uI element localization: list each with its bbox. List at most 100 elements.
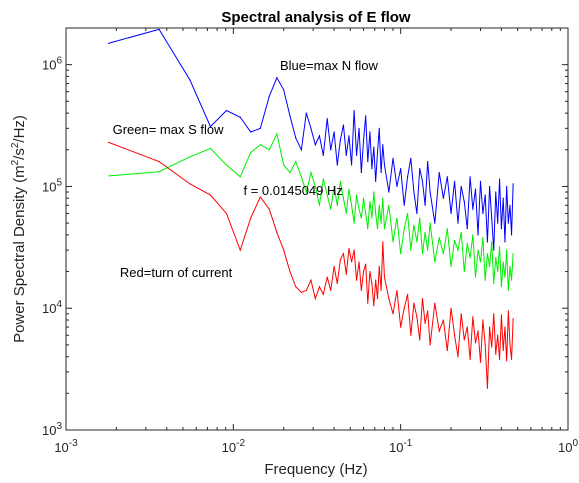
- data-point-red: [388, 297, 390, 300]
- data-point-blue: [358, 127, 360, 129]
- data-point-green: [498, 246, 501, 248]
- data-point-blue: [371, 168, 373, 170]
- series-line-red: [108, 141, 514, 389]
- data-point-blue: [369, 131, 371, 133]
- data-point-red: [250, 217, 252, 219]
- data-point-red: [469, 358, 471, 360]
- data-point-red: [504, 326, 506, 328]
- data-point-blue: [367, 160, 369, 163]
- series-line-green: [108, 132, 514, 291]
- data-point-red: [507, 310, 509, 312]
- annotation-text: Blue=max N flow: [280, 58, 379, 73]
- y-label-sup-1: 2: [10, 159, 21, 165]
- data-point-green: [330, 208, 332, 210]
- data-point-red: [189, 183, 191, 185]
- data-point-green: [434, 261, 436, 263]
- data-point-blue: [424, 204, 426, 206]
- data-point-green: [410, 249, 412, 251]
- data-point-blue: [502, 197, 504, 199]
- data-point-red: [239, 249, 241, 251]
- data-point-blue: [438, 171, 440, 174]
- data-point-red: [491, 346, 493, 348]
- data-point-red: [268, 208, 270, 210]
- data-point-blue: [348, 135, 350, 137]
- data-point-green: [348, 188, 350, 190]
- x-tick-base: 10: [558, 440, 572, 455]
- x-tick-label: 10-1: [389, 438, 413, 455]
- data-point-blue: [472, 208, 474, 210]
- data-point-green: [493, 282, 495, 284]
- data-point-green: [376, 228, 379, 230]
- data-point-red: [209, 194, 212, 196]
- data-point-blue: [310, 127, 312, 129]
- data-point-green: [276, 133, 278, 135]
- data-point-green: [333, 185, 335, 188]
- data-point-blue: [250, 131, 252, 133]
- data-point-red: [416, 316, 418, 318]
- data-point-green: [474, 276, 477, 278]
- data-point-green: [460, 231, 462, 233]
- data-point-blue: [259, 127, 261, 129]
- data-point-green: [358, 208, 360, 210]
- data-point-blue: [504, 241, 506, 243]
- data-point-green: [108, 175, 110, 177]
- data-point-red: [489, 326, 491, 328]
- data-point-blue: [429, 191, 431, 193]
- data-point-red: [442, 319, 444, 321]
- data-point-green: [416, 241, 418, 243]
- data-point-red: [438, 330, 440, 332]
- y-tick-exp: 4: [56, 299, 62, 310]
- data-point-green: [250, 151, 252, 154]
- data-point-red: [295, 286, 297, 288]
- data-point-red: [376, 297, 379, 300]
- y-label-sup-2: 2: [10, 142, 21, 148]
- data-point-green: [355, 194, 358, 196]
- y-tick-exp: 6: [56, 56, 62, 67]
- data-point-blue: [376, 151, 379, 154]
- data-point-blue: [283, 89, 285, 91]
- data-point-green: [383, 228, 386, 230]
- data-point-blue: [375, 180, 377, 182]
- data-point-green: [392, 241, 394, 243]
- data-point-green: [453, 239, 456, 242]
- data-point-green: [310, 171, 312, 174]
- data-point-red: [510, 358, 513, 360]
- y-tick-label: 106: [42, 56, 62, 73]
- data-point-blue: [434, 222, 436, 224]
- data-point-blue: [510, 234, 513, 236]
- data-point-red: [322, 293, 324, 295]
- data-point-red: [108, 141, 110, 143]
- data-point-blue: [482, 212, 484, 215]
- data-point-green: [506, 249, 508, 251]
- data-point-red: [373, 305, 375, 307]
- data-point-green: [491, 241, 493, 243]
- data-point-red: [369, 270, 371, 273]
- data-point-blue: [486, 241, 489, 243]
- data-point-green: [362, 197, 365, 199]
- data-point-blue: [419, 168, 421, 170]
- data-point-green: [486, 253, 489, 255]
- data-point-blue: [158, 28, 160, 30]
- data-point-green: [225, 164, 228, 166]
- data-point-green: [322, 178, 324, 180]
- data-point-red: [345, 273, 347, 275]
- data-point-green: [479, 261, 482, 263]
- data-point-green: [509, 265, 511, 268]
- data-point-blue: [460, 185, 462, 188]
- data-point-green: [388, 204, 390, 206]
- data-point-blue: [380, 171, 382, 174]
- data-point-red: [463, 339, 465, 341]
- data-point-red: [392, 313, 394, 315]
- data-point-blue: [330, 149, 332, 151]
- plot-frame: [65, 27, 569, 431]
- data-point-red: [350, 261, 353, 263]
- data-point-red: [360, 289, 362, 292]
- x-tick-label: 100: [558, 438, 578, 455]
- data-point-green: [489, 265, 491, 268]
- data-point-green: [209, 147, 212, 150]
- data-point-blue: [300, 149, 302, 151]
- data-point-green: [396, 217, 398, 219]
- data-point-blue: [396, 185, 398, 188]
- data-point-blue: [339, 139, 341, 141]
